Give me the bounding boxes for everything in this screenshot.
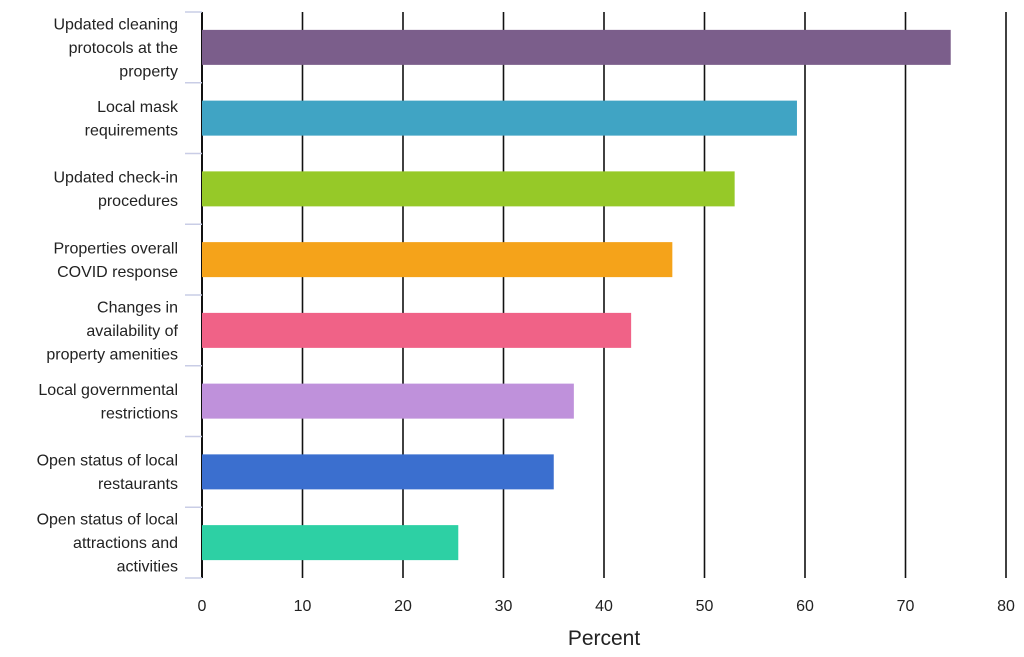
- x-tick-label-20: 20: [394, 598, 412, 615]
- category-label-line: availability of: [86, 323, 178, 340]
- category-label-line: activities: [117, 559, 178, 576]
- category-label-5: Changes in availability of property amenit…: [46, 299, 178, 363]
- category-label-4: Properties overall COVID response: [54, 240, 179, 281]
- category-label-line: procedures: [98, 193, 178, 210]
- category-label-line: property: [119, 63, 178, 80]
- bar-2: [202, 100, 797, 136]
- category-label-line: Properties overall: [54, 240, 179, 257]
- category-label-line: Updated check-in: [53, 170, 178, 187]
- bar-1: [202, 29, 951, 65]
- category-label-line: Changes in: [97, 299, 178, 316]
- category-label-2: Local mask requirements: [85, 99, 179, 140]
- category-label-line: Updated cleaning: [53, 16, 178, 33]
- bars: [202, 29, 951, 561]
- bar-7: [202, 454, 554, 490]
- bar-4: [202, 242, 673, 278]
- gridlines: [201, 12, 1007, 578]
- category-label-line: restrictions: [101, 405, 178, 422]
- category-label-line: Local mask: [97, 99, 179, 116]
- category-label-3: Updated check-in procedures: [53, 170, 178, 211]
- x-tick-labels: 0 10 20 30 40 50 60 70 80: [198, 598, 1015, 615]
- y-axis-ticks: [185, 11, 202, 579]
- category-label-line: Open status of local: [37, 512, 178, 529]
- category-label-8: Open status of local attractions and activ…: [37, 512, 178, 576]
- category-label-7: Open status of local restaurants: [37, 453, 178, 494]
- category-labels: Updated cleaning protocols at the property…: [37, 16, 179, 575]
- category-label-line: protocols at the: [69, 40, 179, 57]
- x-tick-label-30: 30: [495, 598, 513, 615]
- category-label-line: Open status of local: [37, 453, 178, 470]
- x-tick-label-10: 10: [294, 598, 312, 615]
- x-tick-label-70: 70: [897, 598, 915, 615]
- x-tick-label-80: 80: [997, 598, 1015, 615]
- category-label-line: Local governmental: [38, 382, 178, 399]
- category-label-6: Local governmental restrictions: [38, 382, 178, 423]
- category-label-line: requirements: [85, 122, 178, 139]
- category-label-line: property amenities: [46, 346, 178, 363]
- category-label-line: COVID response: [57, 264, 178, 281]
- bar-6: [202, 383, 574, 419]
- bar-3: [202, 171, 735, 207]
- category-label-line: restaurants: [98, 476, 178, 493]
- bar-8: [202, 525, 459, 561]
- bar-5: [202, 312, 632, 348]
- category-label-1: Updated cleaning protocols at the property: [53, 16, 178, 80]
- x-tick-label-40: 40: [595, 598, 613, 615]
- x-tick-label-0: 0: [198, 598, 207, 615]
- category-label-line: attractions and: [73, 535, 178, 552]
- x-tick-label-50: 50: [696, 598, 714, 615]
- x-tick-label-60: 60: [796, 598, 814, 615]
- x-axis-title: Percent: [568, 627, 641, 650]
